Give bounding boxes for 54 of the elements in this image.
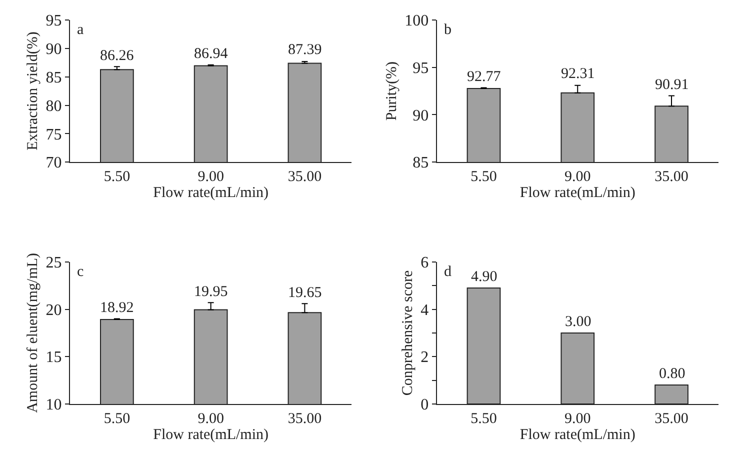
y-tick-label: 95	[46, 12, 62, 30]
y-tick-label: 0	[420, 396, 429, 414]
data-label: 86.94	[194, 46, 228, 62]
x-tick-label: 9.00	[564, 169, 591, 186]
data-label: 90.91	[655, 77, 689, 93]
x-axis-title: Flow rate(mL/min)	[153, 185, 269, 202]
data-label: 18.92	[100, 300, 134, 316]
y-tick-label: 100	[404, 12, 429, 30]
x-tick-label: 5.50	[104, 169, 130, 186]
data-label: 0.80	[659, 366, 686, 382]
x-axis-title: Flow rate(mL/min)	[520, 427, 636, 443]
y-tick-label: 80	[46, 98, 62, 115]
x-axis-title: Flow rate(mL/min)	[520, 185, 636, 202]
y-tick-label: 85	[46, 69, 62, 86]
y-tick-label: 10	[46, 396, 62, 414]
y-tick-label: 15	[46, 349, 62, 366]
y-tick-label: 75	[46, 126, 62, 144]
x-tick-label: 9.00	[564, 411, 591, 427]
y-tick-label: 70	[46, 154, 62, 172]
x-tick-label: 35.00	[654, 411, 688, 427]
y-tick-label: 2	[420, 349, 429, 366]
x-tick-label: 9.00	[198, 411, 224, 427]
chart-title: c	[77, 264, 84, 280]
y-tick-label: 85	[412, 154, 429, 172]
data-label: 92.31	[561, 66, 595, 82]
chart-title: a	[77, 22, 84, 38]
y-tick-label: 4	[420, 302, 429, 319]
y-axis-title: Extraction yield(%)	[25, 32, 42, 150]
data-label: 19.95	[194, 284, 228, 300]
data-label: 92.77	[467, 69, 502, 85]
x-tick-label: 35.00	[288, 169, 322, 186]
data-label: 86.26	[100, 48, 134, 64]
y-axis-title: Amount of eluent(mg/mL)	[25, 252, 42, 413]
x-tick-label: 35.00	[654, 169, 688, 186]
data-label: 19.65	[288, 285, 322, 301]
y-axis-title: Purity(%)	[384, 61, 400, 121]
x-tick-label: 35.00	[288, 411, 322, 427]
y-tick-label: 95	[412, 60, 429, 77]
x-tick-label: 9.00	[198, 169, 224, 186]
chart-title: d	[444, 264, 452, 280]
chart-title: b	[444, 22, 452, 38]
y-tick-label: 6	[420, 254, 429, 272]
data-label: 3.00	[565, 314, 592, 330]
data-label: 87.39	[288, 42, 322, 58]
y-tick-label: 90	[412, 107, 429, 124]
x-axis-title: Flow rate(mL/min)	[153, 427, 269, 443]
x-tick-label: 5.50	[470, 169, 497, 186]
y-tick-label: 90	[46, 41, 62, 58]
y-tick-label: 25	[46, 254, 62, 272]
x-tick-label: 5.50	[470, 411, 497, 427]
data-label: 4.90	[471, 269, 498, 285]
x-tick-label: 5.50	[104, 411, 130, 427]
y-axis-title: Conprehensive score	[400, 270, 416, 396]
y-tick-label: 20	[46, 302, 62, 319]
